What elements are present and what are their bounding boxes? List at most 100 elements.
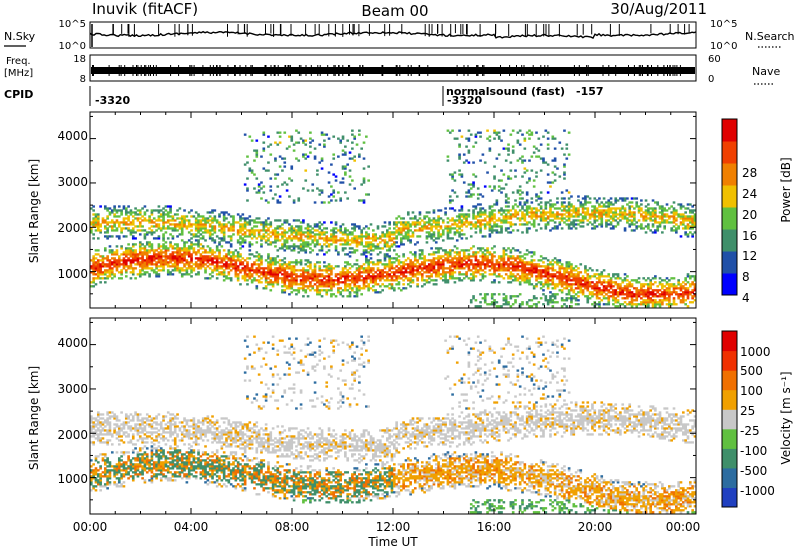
power-cell bbox=[458, 271, 461, 274]
power-cell bbox=[332, 195, 336, 198]
power-cell bbox=[488, 185, 492, 188]
power-cell bbox=[225, 263, 228, 266]
power-cell bbox=[176, 251, 179, 254]
power-cell bbox=[304, 143, 308, 146]
power-cell bbox=[173, 251, 177, 254]
power-cell bbox=[600, 205, 604, 208]
power-cell bbox=[488, 147, 492, 150]
power-cell bbox=[423, 255, 426, 258]
power-cell bbox=[455, 223, 459, 226]
power-cell bbox=[516, 261, 520, 264]
power-cell bbox=[173, 255, 177, 258]
power-cell bbox=[227, 227, 231, 230]
power-cell bbox=[460, 229, 464, 232]
power-cell bbox=[339, 239, 343, 242]
power-cell bbox=[143, 211, 147, 214]
power-cell bbox=[465, 191, 468, 194]
power-cell bbox=[584, 295, 587, 298]
power-cell bbox=[124, 269, 128, 272]
power-cell bbox=[150, 213, 154, 216]
power-cell bbox=[423, 271, 426, 274]
power-cell bbox=[306, 261, 310, 264]
power-cell bbox=[129, 209, 133, 212]
power-cell bbox=[276, 281, 280, 284]
power-cell bbox=[448, 199, 452, 202]
power-cell bbox=[365, 279, 368, 282]
power-cell bbox=[500, 207, 503, 210]
power-cell bbox=[476, 269, 480, 272]
power-cell bbox=[250, 281, 254, 284]
power-cell bbox=[502, 221, 506, 224]
power-cell bbox=[211, 209, 214, 212]
power-cell bbox=[225, 267, 228, 270]
power-cell bbox=[572, 209, 576, 212]
power-cell bbox=[285, 265, 289, 268]
power-cell bbox=[511, 151, 515, 154]
power-cell bbox=[393, 279, 396, 282]
power-cell bbox=[483, 295, 487, 298]
power-cell bbox=[514, 209, 517, 212]
power-cell bbox=[285, 279, 289, 282]
power-cell bbox=[274, 245, 277, 248]
power-cell bbox=[497, 131, 501, 134]
power-cell bbox=[446, 225, 450, 228]
power-cell bbox=[455, 247, 459, 250]
power-cell bbox=[260, 237, 263, 240]
power-cell bbox=[588, 293, 592, 296]
power-cell bbox=[479, 269, 482, 272]
power-cell bbox=[399, 223, 403, 226]
power-cell bbox=[295, 273, 298, 276]
power-cell bbox=[269, 221, 273, 224]
power-cell bbox=[96, 253, 100, 256]
power-cell bbox=[432, 239, 436, 242]
power-cell bbox=[320, 245, 324, 248]
power-cell bbox=[462, 153, 466, 156]
power-cell bbox=[556, 167, 559, 170]
power-cell bbox=[276, 267, 280, 270]
power-cell bbox=[474, 215, 478, 218]
power-cell bbox=[546, 267, 550, 270]
power-cell bbox=[490, 219, 494, 222]
power-cell bbox=[521, 303, 524, 306]
power-cell bbox=[194, 257, 198, 260]
power-cell bbox=[542, 157, 545, 160]
power-cell bbox=[402, 263, 405, 266]
power-cell bbox=[416, 261, 419, 264]
power-cell bbox=[152, 237, 156, 240]
power-cell bbox=[197, 213, 200, 216]
power-cell bbox=[222, 225, 226, 228]
power-cell bbox=[502, 219, 506, 222]
power-cell bbox=[479, 305, 482, 308]
power-cell bbox=[444, 267, 447, 270]
power-cell bbox=[535, 285, 538, 288]
power-cell bbox=[553, 225, 557, 228]
power-cell bbox=[159, 229, 163, 232]
power-cell bbox=[318, 275, 322, 278]
power-cell bbox=[418, 263, 422, 266]
power-cell bbox=[362, 267, 366, 270]
power-cell bbox=[532, 253, 536, 256]
power-cell bbox=[208, 273, 212, 276]
power-cell bbox=[532, 251, 536, 254]
power-cell bbox=[546, 275, 550, 278]
power-cell bbox=[530, 197, 534, 200]
power-cell bbox=[413, 215, 417, 218]
power-cell bbox=[539, 271, 543, 274]
power-cell bbox=[546, 201, 550, 204]
power-cell bbox=[166, 221, 170, 224]
power-cell bbox=[365, 241, 368, 244]
power-cell bbox=[544, 273, 548, 276]
power-cell bbox=[269, 257, 273, 260]
power-cell bbox=[516, 131, 520, 134]
power-cell bbox=[108, 267, 112, 270]
power-cell bbox=[253, 263, 256, 266]
power-cell bbox=[220, 211, 224, 214]
power-cell bbox=[493, 269, 496, 272]
power-cell bbox=[292, 279, 296, 282]
power-cell bbox=[351, 277, 354, 280]
power-cell bbox=[458, 217, 461, 220]
power-cell bbox=[155, 253, 158, 256]
power-cell bbox=[267, 161, 270, 164]
power-cell bbox=[542, 293, 545, 296]
power-cell bbox=[159, 213, 163, 216]
